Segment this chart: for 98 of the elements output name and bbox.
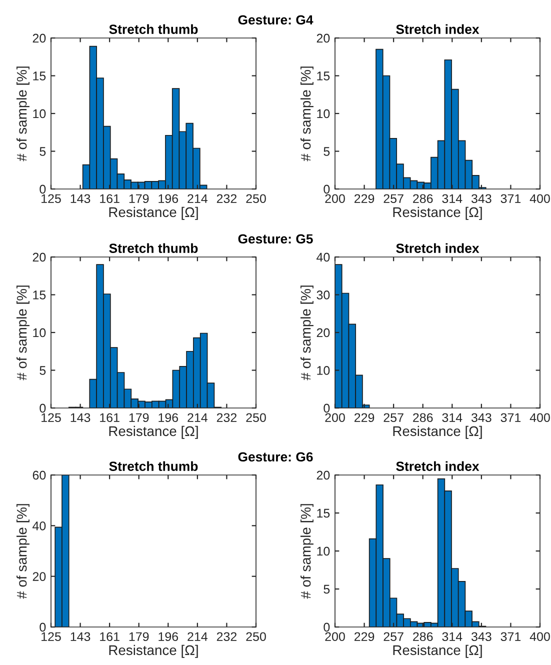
x-tick-label: 196: [158, 194, 178, 204]
y-tick-label: 20: [32, 34, 46, 43]
y-tick-label: 20: [32, 252, 46, 262]
x-tick-label: 200: [325, 632, 345, 642]
x-tick-label: 314: [442, 194, 462, 204]
x-tick-label: 343: [471, 632, 492, 642]
y-tick-label: 10: [317, 366, 330, 375]
y-tick-label: 10: [33, 328, 46, 338]
x-tick-label: 161: [100, 413, 120, 422]
x-tick-label: 200: [325, 194, 345, 204]
x-tick-label: 250: [246, 194, 266, 204]
x-tick-label: 257: [384, 632, 404, 642]
chart-title: Stretch thumb: [109, 24, 198, 34]
x-tick-label: 314: [442, 632, 462, 642]
y-tick-label: 15: [317, 72, 330, 80]
x-tick-label: 286: [413, 194, 433, 204]
y-tick-label: 20: [32, 572, 46, 581]
x-tick-label: 400: [530, 413, 550, 422]
x-tick-label: 229: [354, 194, 374, 204]
text: Gesture: G5: [238, 234, 313, 244]
y-tick-label: 5: [324, 584, 330, 594]
x-tick-label: 229: [354, 413, 374, 422]
y-tick-label: 0: [40, 404, 46, 413]
x-tick-label: 214: [188, 632, 208, 641]
x-tick-label: 200: [325, 413, 345, 422]
x-tick-label: 232: [216, 632, 237, 642]
x-tick-label: 143: [70, 413, 90, 422]
y-axis-title: # of sample [%]: [300, 504, 314, 599]
y-axis-title: # of sample [%]: [16, 66, 30, 162]
x-axis-title: Resistance [Ω]: [109, 426, 198, 439]
y-tick-label: 20: [316, 328, 330, 338]
x-tick-label: 125: [42, 413, 61, 422]
x-tick-label: 143: [70, 632, 90, 642]
x-tick-label: 229: [354, 632, 374, 642]
x-tick-label: 343: [471, 413, 492, 422]
chart-title: Stretch index: [396, 461, 480, 471]
x-tick-label: 196: [158, 413, 178, 422]
y-tick-label: 40: [32, 521, 46, 530]
x-tick-label: 232: [216, 413, 237, 422]
y-tick-label: 20: [316, 34, 330, 43]
x-tick-label: 232: [216, 194, 237, 204]
y-axis-title: # of sample [%]: [16, 286, 30, 380]
y-axis-title: # of sample [%]: [16, 504, 30, 599]
x-tick-label: 179: [129, 632, 149, 642]
chart-title: Stretch thumb: [109, 461, 198, 471]
x-tick-label: 214: [188, 194, 208, 203]
y-tick-label: 15: [33, 290, 46, 300]
x-tick-label: 286: [413, 413, 433, 422]
y-tick-label: 20: [316, 470, 330, 480]
x-tick-label: 179: [129, 413, 149, 422]
text: Gesture: G4: [238, 15, 314, 25]
x-tick-label: 286: [413, 632, 433, 642]
x-tick-label: 214: [188, 413, 208, 422]
x-axis-title: Resistance [Ω]: [393, 206, 482, 220]
y-tick-label: 10: [317, 109, 330, 118]
y-tick-label: 0: [40, 622, 46, 632]
x-tick-label: 371: [500, 632, 521, 642]
chart-title: Stretch index: [396, 243, 480, 253]
y-tick-label: 5: [324, 147, 330, 156]
y-tick-label: 5: [40, 147, 46, 156]
y-tick-label: 5: [40, 366, 46, 375]
x-tick-label: 371: [500, 413, 521, 422]
y-axis-title: # of sample [%]: [300, 286, 314, 380]
y-tick-label: 10: [317, 546, 330, 556]
y-tick-label: 0: [40, 184, 46, 194]
x-axis-title: Resistance [Ω]: [109, 644, 198, 658]
x-tick-label: 125: [42, 194, 61, 204]
y-tick-label: 60: [32, 470, 46, 480]
x-tick-label: 143: [70, 194, 90, 204]
x-axis-title: Resistance [Ω]: [393, 426, 482, 439]
x-tick-label: 343: [471, 194, 492, 204]
y-axis-title: # of sample [%]: [300, 66, 314, 162]
x-tick-label: 400: [530, 632, 550, 642]
y-tick-label: 30: [316, 290, 330, 300]
x-tick-label: 314: [442, 413, 462, 422]
y-tick-label: 15: [317, 508, 330, 518]
x-axis-title: Resistance [Ω]: [393, 644, 482, 658]
y-tick-label: 0: [324, 622, 330, 632]
x-tick-label: 250: [246, 413, 266, 422]
x-tick-label: 179: [129, 194, 149, 204]
x-tick-label: 161: [100, 632, 120, 642]
y-tick-label: 0: [324, 404, 330, 413]
x-tick-label: 257: [384, 413, 404, 422]
text: Gesture: G6: [238, 452, 313, 462]
y-tick-label: 0: [324, 184, 330, 194]
x-tick-label: 196: [158, 632, 178, 642]
x-tick-label: 371: [500, 194, 521, 204]
chart-title: Stretch index: [396, 24, 480, 34]
x-tick-label: 250: [246, 632, 266, 642]
y-tick-label: 15: [33, 72, 46, 80]
x-tick-label: 161: [100, 194, 120, 204]
y-tick-label: 40: [316, 252, 330, 262]
y-tick-label: 10: [33, 109, 46, 118]
x-tick-label: 257: [384, 194, 404, 204]
x-axis-title: Resistance [Ω]: [109, 206, 198, 220]
x-tick-label: 125: [42, 632, 61, 642]
chart-title: Stretch thumb: [109, 243, 198, 253]
x-tick-label: 400: [530, 194, 550, 204]
